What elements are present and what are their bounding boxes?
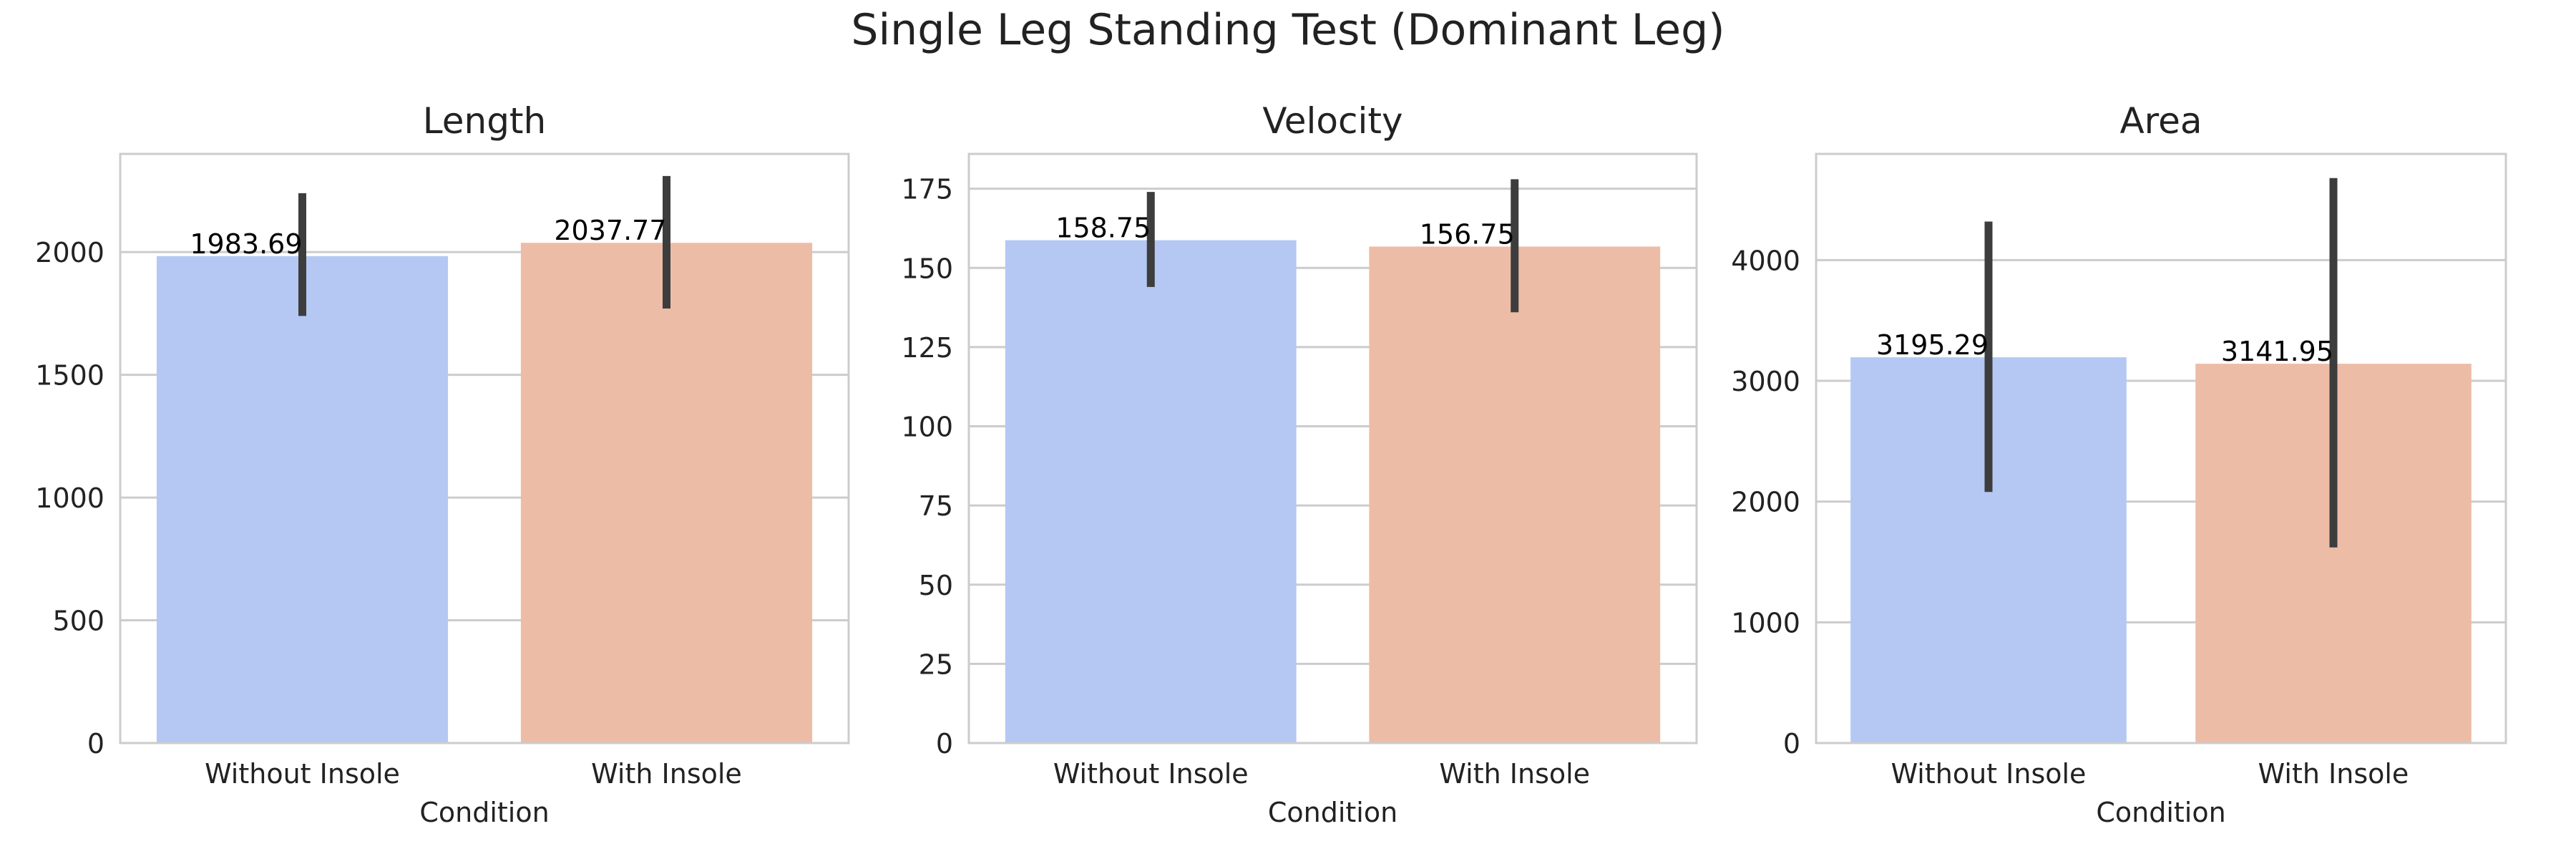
length-y-tick-label: 500 xyxy=(52,606,104,637)
length-x-tick-label: Without Insole xyxy=(205,758,400,790)
length-value-label: 1983.69 xyxy=(190,228,302,260)
velocity-value-label: 156.75 xyxy=(1420,218,1515,250)
area-frame xyxy=(1815,152,2507,744)
area-chart: 0 1000 2000 3000 4000 3195.29 3141.95 Without I… xyxy=(1731,100,2507,828)
area-x-axis-label: Condition xyxy=(2096,797,2225,828)
velocity-y-tick-label: 75 xyxy=(919,490,953,522)
velocity-y-tick-label: 50 xyxy=(919,570,953,601)
velocity-bar-with-insole xyxy=(1369,246,1661,743)
length-y-tick-label: 2000 xyxy=(35,237,104,268)
velocity-title: Velocity xyxy=(1262,100,1402,142)
area-y-tick-label: 0 xyxy=(1783,728,1800,759)
figure-title: Single Leg Standing Test (Dominant Leg) xyxy=(851,5,1724,55)
velocity-x-tick-label: Without Insole xyxy=(1053,758,1249,790)
length-value-label: 2037.77 xyxy=(554,215,666,246)
area-y-tick-label: 4000 xyxy=(1731,245,1800,276)
velocity-y-tick-label: 125 xyxy=(901,332,953,364)
length-x-tick-label: With Insole xyxy=(591,758,742,790)
area-y-tick-label: 1000 xyxy=(1731,607,1800,639)
area-x-tick-label: With Insole xyxy=(2258,758,2409,790)
area-y-tick-label: 3000 xyxy=(1731,366,1800,397)
velocity-chart: 0 25 50 75 100 125 150 175 158.75 156.75 Without I… xyxy=(901,100,1698,828)
velocity-y-tick-label: 0 xyxy=(936,728,953,759)
area-value-label: 3141.95 xyxy=(2221,336,2333,367)
length-frame xyxy=(119,152,850,744)
length-y-tick-label: 1000 xyxy=(35,482,104,514)
length-x-axis-label: Condition xyxy=(419,797,549,828)
velocity-bar-without-insole xyxy=(1005,240,1297,743)
velocity-y-tick-label: 175 xyxy=(901,174,953,205)
length-y-tick-label: 1500 xyxy=(35,360,104,392)
velocity-x-tick-label: With Insole xyxy=(1439,758,1590,790)
length-chart: 0 500 1000 1500 2000 1983.69 2037.77 Without In… xyxy=(35,100,850,828)
velocity-value-label: 158.75 xyxy=(1055,213,1151,244)
velocity-x-axis-label: Condition xyxy=(1268,797,1397,828)
velocity-frame xyxy=(967,152,1698,744)
area-title: Area xyxy=(2119,100,2202,142)
area-value-label: 3195.29 xyxy=(1876,329,1989,361)
length-y-tick-label: 0 xyxy=(87,728,104,759)
velocity-y-tick-label: 25 xyxy=(919,649,953,680)
length-title: Length xyxy=(423,100,546,142)
area-x-tick-label: Without Insole xyxy=(1891,758,2087,790)
length-bar-without-insole xyxy=(156,256,449,743)
length-bar-with-insole xyxy=(520,243,813,743)
velocity-y-tick-label: 100 xyxy=(901,412,953,443)
velocity-y-tick-label: 150 xyxy=(901,253,953,284)
area-y-tick-label: 2000 xyxy=(1731,487,1800,518)
